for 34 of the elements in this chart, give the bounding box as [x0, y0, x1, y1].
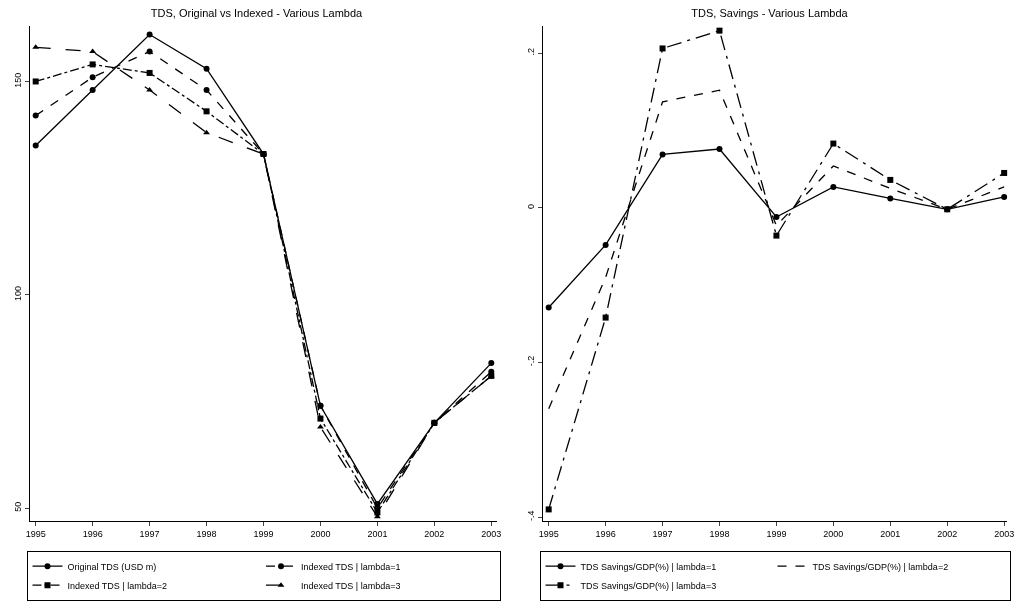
- x-tick-label: 1999: [253, 528, 274, 539]
- y-tick-label: 100: [13, 285, 24, 302]
- y-tick-label: 0: [526, 203, 537, 209]
- legend-label: Indexed TDS | lambda=2: [67, 580, 167, 591]
- legend-label: TDS Savings/GDP(%) | lambda=1: [580, 561, 717, 572]
- chart-title: TDS, Savings - Various Lambda: [691, 6, 849, 19]
- x-tick-label: 2001: [367, 528, 388, 539]
- y-tick-label: -.2: [526, 355, 537, 367]
- x-tick-label: 1998: [709, 528, 730, 539]
- y-tick-label: 50: [13, 501, 24, 512]
- y-tick-label: 150: [13, 72, 24, 88]
- x-tick-label: 1995: [25, 528, 46, 539]
- x-tick-label: 2000: [823, 528, 844, 539]
- legend-label: TDS Savings/GDP(%) | lambda=3: [580, 580, 717, 591]
- x-tick-label: 2002: [937, 528, 958, 539]
- x-tick-label: 1997: [652, 528, 673, 539]
- x-tick-label: 2001: [880, 528, 901, 539]
- x-tick-label: 2003: [994, 528, 1015, 539]
- x-tick-label: 1995: [538, 528, 559, 539]
- x-tick-label: 2000: [310, 528, 331, 539]
- x-tick-label: 2003: [481, 528, 502, 539]
- x-tick-label: 1996: [82, 528, 103, 539]
- x-tick-label: 1997: [139, 528, 160, 539]
- x-tick-label: 1998: [196, 528, 217, 539]
- legend-label: TDS Savings/GDP(%) | lambda=2: [812, 561, 949, 572]
- chart-title: TDS, Original vs Indexed - Various Lambda: [150, 6, 364, 19]
- x-tick-label: 1999: [766, 528, 787, 539]
- legend-label: Indexed TDS | lambda=3: [301, 580, 401, 591]
- y-tick-label: .2: [526, 47, 537, 56]
- y-tick-label: -.4: [526, 510, 537, 522]
- legend-label: Indexed TDS | lambda=1: [301, 561, 401, 572]
- x-tick-label: 2002: [424, 528, 445, 539]
- legend-label: Original TDS (USD m): [67, 561, 157, 572]
- x-tick-label: 1996: [595, 528, 616, 539]
